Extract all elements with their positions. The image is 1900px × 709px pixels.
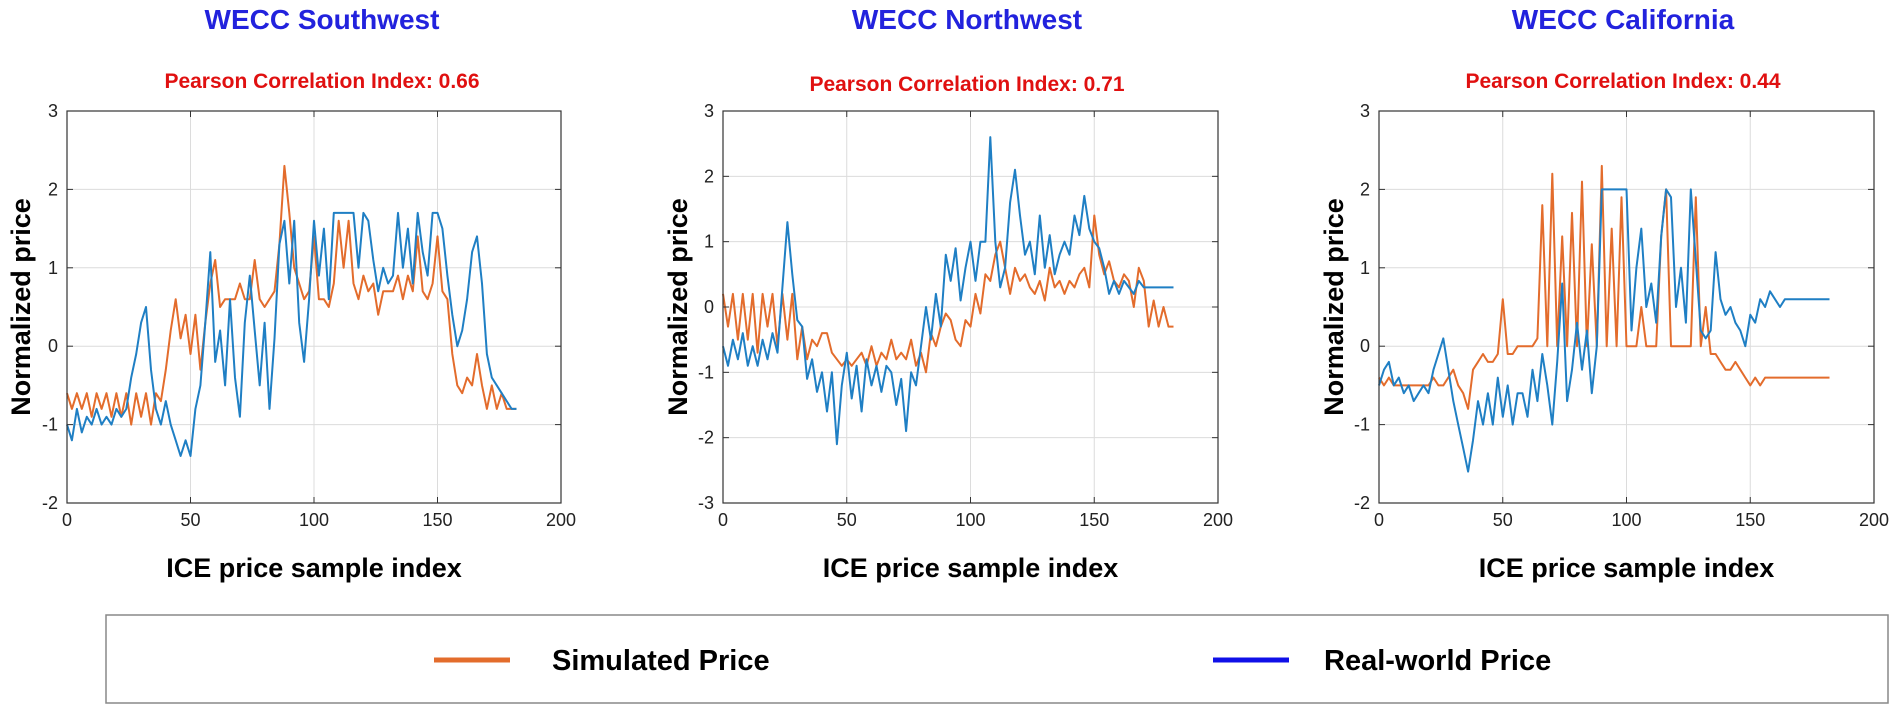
y-tick-label: -2 xyxy=(698,428,714,448)
y-tick-label: -1 xyxy=(698,362,714,382)
y-tick-label: 3 xyxy=(704,101,714,121)
x-tick-label: 0 xyxy=(1374,510,1384,530)
y-tick-label: 1 xyxy=(1360,258,1370,278)
legend-box xyxy=(105,614,1889,704)
y-tick-label: 0 xyxy=(704,297,714,317)
y-axis-label: Normalized price xyxy=(6,198,36,416)
x-tick-label: 100 xyxy=(1611,510,1641,530)
correlation-subtitle: Pearson Correlation Index: 0.66 xyxy=(164,70,479,93)
y-tick-label: 2 xyxy=(1360,179,1370,199)
y-tick-label: -2 xyxy=(42,493,58,513)
y-axis-label: Normalized price xyxy=(663,198,693,416)
x-tick-label: 200 xyxy=(1203,510,1233,530)
legend-real-label: Real-world Price xyxy=(1324,645,1551,677)
y-tick-label: 1 xyxy=(48,258,58,278)
x-tick-label: 100 xyxy=(299,510,329,530)
y-tick-label: 2 xyxy=(48,179,58,199)
x-tick-label: 150 xyxy=(422,510,452,530)
y-axis-label: Normalized price xyxy=(1319,198,1349,416)
correlation-subtitle: Pearson Correlation Index: 0.44 xyxy=(1465,70,1780,93)
y-tick-label: -1 xyxy=(42,415,58,435)
x-tick-label: 50 xyxy=(180,510,200,530)
x-tick-label: 50 xyxy=(1493,510,1513,530)
y-tick-label: 3 xyxy=(48,101,58,121)
x-tick-label: 0 xyxy=(718,510,728,530)
x-tick-label: 200 xyxy=(546,510,576,530)
y-tick-label: -3 xyxy=(698,493,714,513)
y-tick-label: 3 xyxy=(1360,101,1370,121)
y-tick-label: 0 xyxy=(48,336,58,356)
chart-panel-1: WECC Southwest Pearson Correlation Index:… xyxy=(6,4,576,583)
real-world-price-line xyxy=(66,211,517,457)
chart-title: WECC Northwest xyxy=(852,4,1082,35)
x-axis-label: ICE price sample index xyxy=(823,553,1119,583)
x-tick-label: 50 xyxy=(837,510,857,530)
chart-panel-2: WECC Northwest Pearson Correlation Index:… xyxy=(663,4,1233,583)
real-world-price-line xyxy=(1378,188,1830,473)
x-axis-label: ICE price sample index xyxy=(1479,553,1775,583)
chart-title: WECC California xyxy=(1512,4,1735,35)
real-world-price-line xyxy=(722,136,1174,446)
y-tick-label: -2 xyxy=(1354,493,1370,513)
x-tick-label: 0 xyxy=(62,510,72,530)
y-tick-label: 0 xyxy=(1360,336,1370,356)
y-tick-label: 2 xyxy=(704,166,714,186)
legend: Simulated Price Real-world Price xyxy=(105,614,1889,704)
x-tick-label: 150 xyxy=(1735,510,1765,530)
x-tick-label: 200 xyxy=(1859,510,1889,530)
chart-panel-3: WECC California Pearson Correlation Index… xyxy=(1319,4,1889,583)
correlation-subtitle: Pearson Correlation Index: 0.71 xyxy=(809,73,1124,96)
simulated-price-line xyxy=(1378,164,1830,410)
y-tick-label: 1 xyxy=(704,232,714,252)
x-axis-label: ICE price sample index xyxy=(166,553,462,583)
x-tick-label: 100 xyxy=(955,510,985,530)
y-tick-label: -1 xyxy=(1354,415,1370,435)
legend-simulated-label: Simulated Price xyxy=(552,645,770,677)
x-tick-label: 150 xyxy=(1079,510,1109,530)
chart-title: WECC Southwest xyxy=(205,4,440,35)
